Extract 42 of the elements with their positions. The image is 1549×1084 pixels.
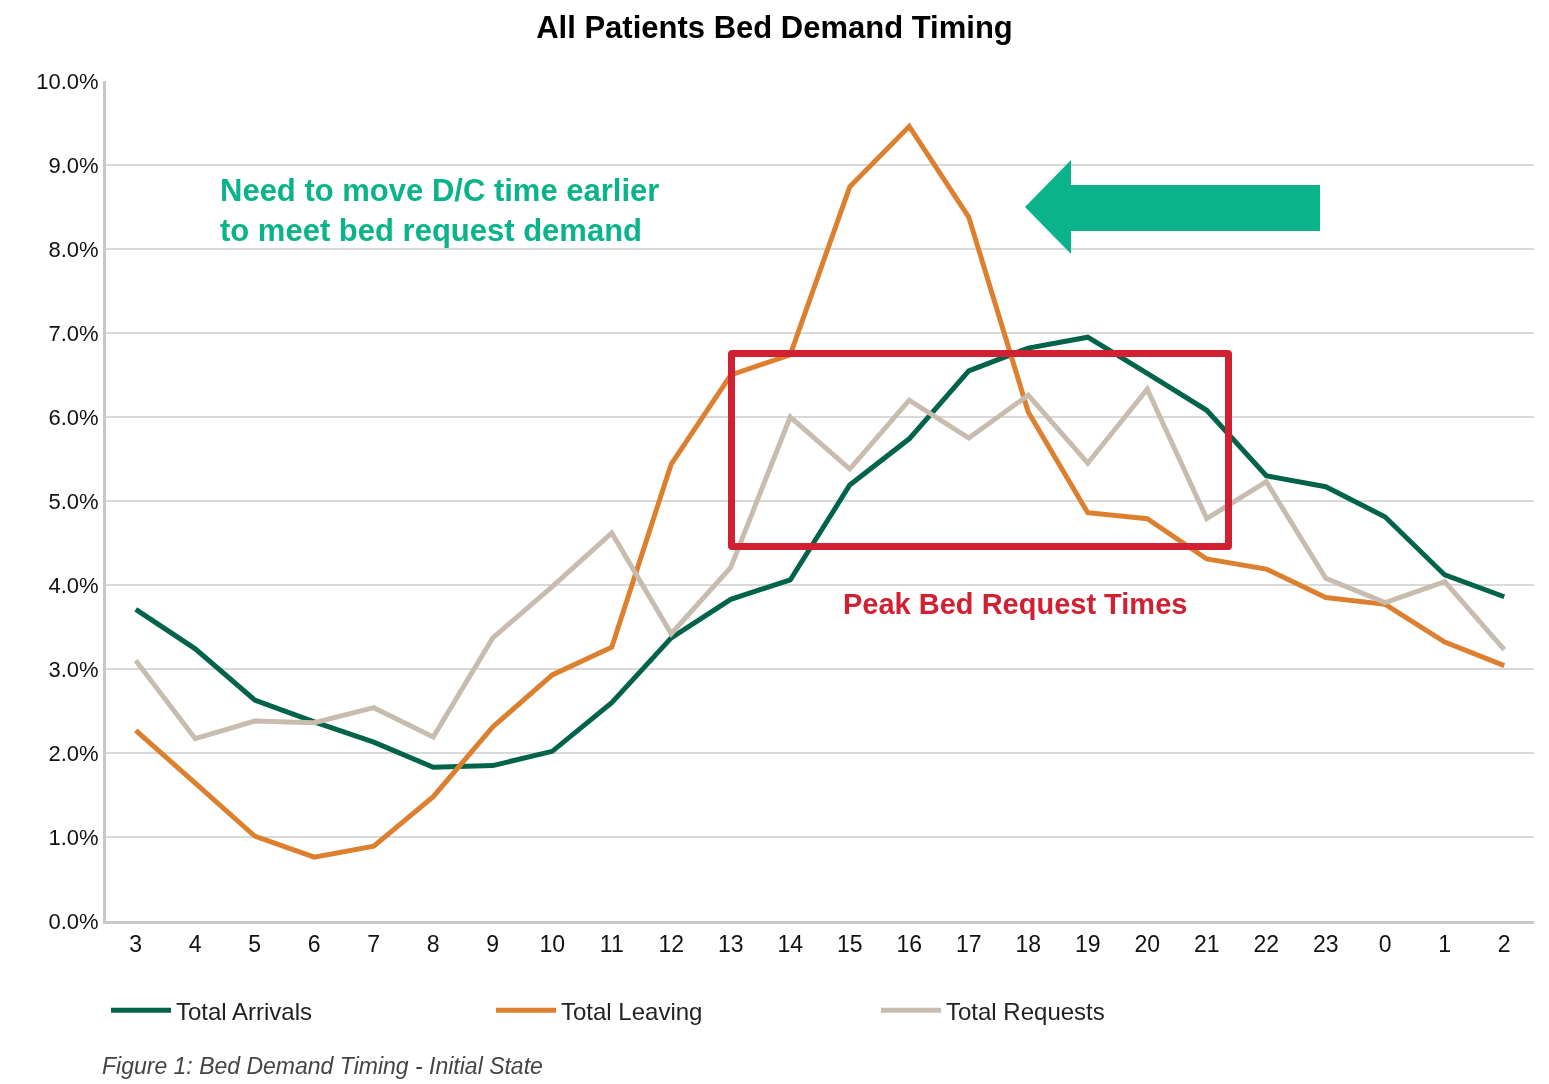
y-tick-label: 10.0% xyxy=(36,68,99,94)
y-tick-label: 3.0% xyxy=(48,656,99,682)
x-tick-label: 2 xyxy=(1497,930,1511,957)
x-tick-label: 22 xyxy=(1253,930,1280,957)
y-tick-label: 9.0% xyxy=(48,152,99,178)
x-tick-label: 23 xyxy=(1312,930,1339,957)
x-tick-label: 16 xyxy=(896,930,923,957)
annotation: Need to move D/C time earlier to meet bed request demand xyxy=(220,173,660,249)
y-tick-label: 2.0% xyxy=(48,740,99,766)
x-tick-label: 0 xyxy=(1378,930,1392,957)
x-tick-label: 11 xyxy=(599,930,624,957)
x-tick-label: 4 xyxy=(188,930,202,957)
x-tick-label: 17 xyxy=(955,930,982,957)
y-tick-label: 7.0% xyxy=(48,320,99,346)
y-tick-label: 8.0% xyxy=(48,236,99,262)
x-tick-label: 6 xyxy=(307,930,321,957)
y-tick-label: 4.0% xyxy=(48,572,99,598)
x-tick-label: 1 xyxy=(1438,930,1452,957)
x-tick-label: 19 xyxy=(1074,930,1101,957)
x-tick-label: 7 xyxy=(367,930,381,957)
caption: Figure 1: Bed Demand Timing - Initial State xyxy=(102,1053,543,1079)
x-tick-label: 5 xyxy=(248,930,262,957)
y-tick-label: 0.0% xyxy=(48,908,99,934)
x-tick-label: 18 xyxy=(1015,930,1042,957)
x-tick-label: 20 xyxy=(1134,930,1161,957)
legend-label: Total Arrivals xyxy=(176,997,313,1025)
chart-title: All Patients Bed Demand Timing xyxy=(536,9,1013,45)
legend-label: Total Leaving xyxy=(561,997,703,1025)
x-tick-label: 13 xyxy=(717,930,744,957)
legend-label: Total Requests xyxy=(946,997,1105,1025)
y-tick-label: 1.0% xyxy=(48,824,99,850)
x-tick-label: 3 xyxy=(129,930,143,957)
y-tick-label: 6.0% xyxy=(48,404,99,430)
annotation: Peak Bed Request Times xyxy=(843,588,1188,620)
x-tick-label: 15 xyxy=(836,930,863,957)
x-tick-label: 12 xyxy=(658,930,685,957)
x-tick-label: 10 xyxy=(539,930,566,957)
x-tick-label: 21 xyxy=(1193,930,1220,957)
y-tick-label: 5.0% xyxy=(48,488,99,514)
x-tick-label: 8 xyxy=(426,930,440,957)
x-tick-label: 14 xyxy=(777,930,804,957)
x-tick-label: 9 xyxy=(486,930,500,957)
